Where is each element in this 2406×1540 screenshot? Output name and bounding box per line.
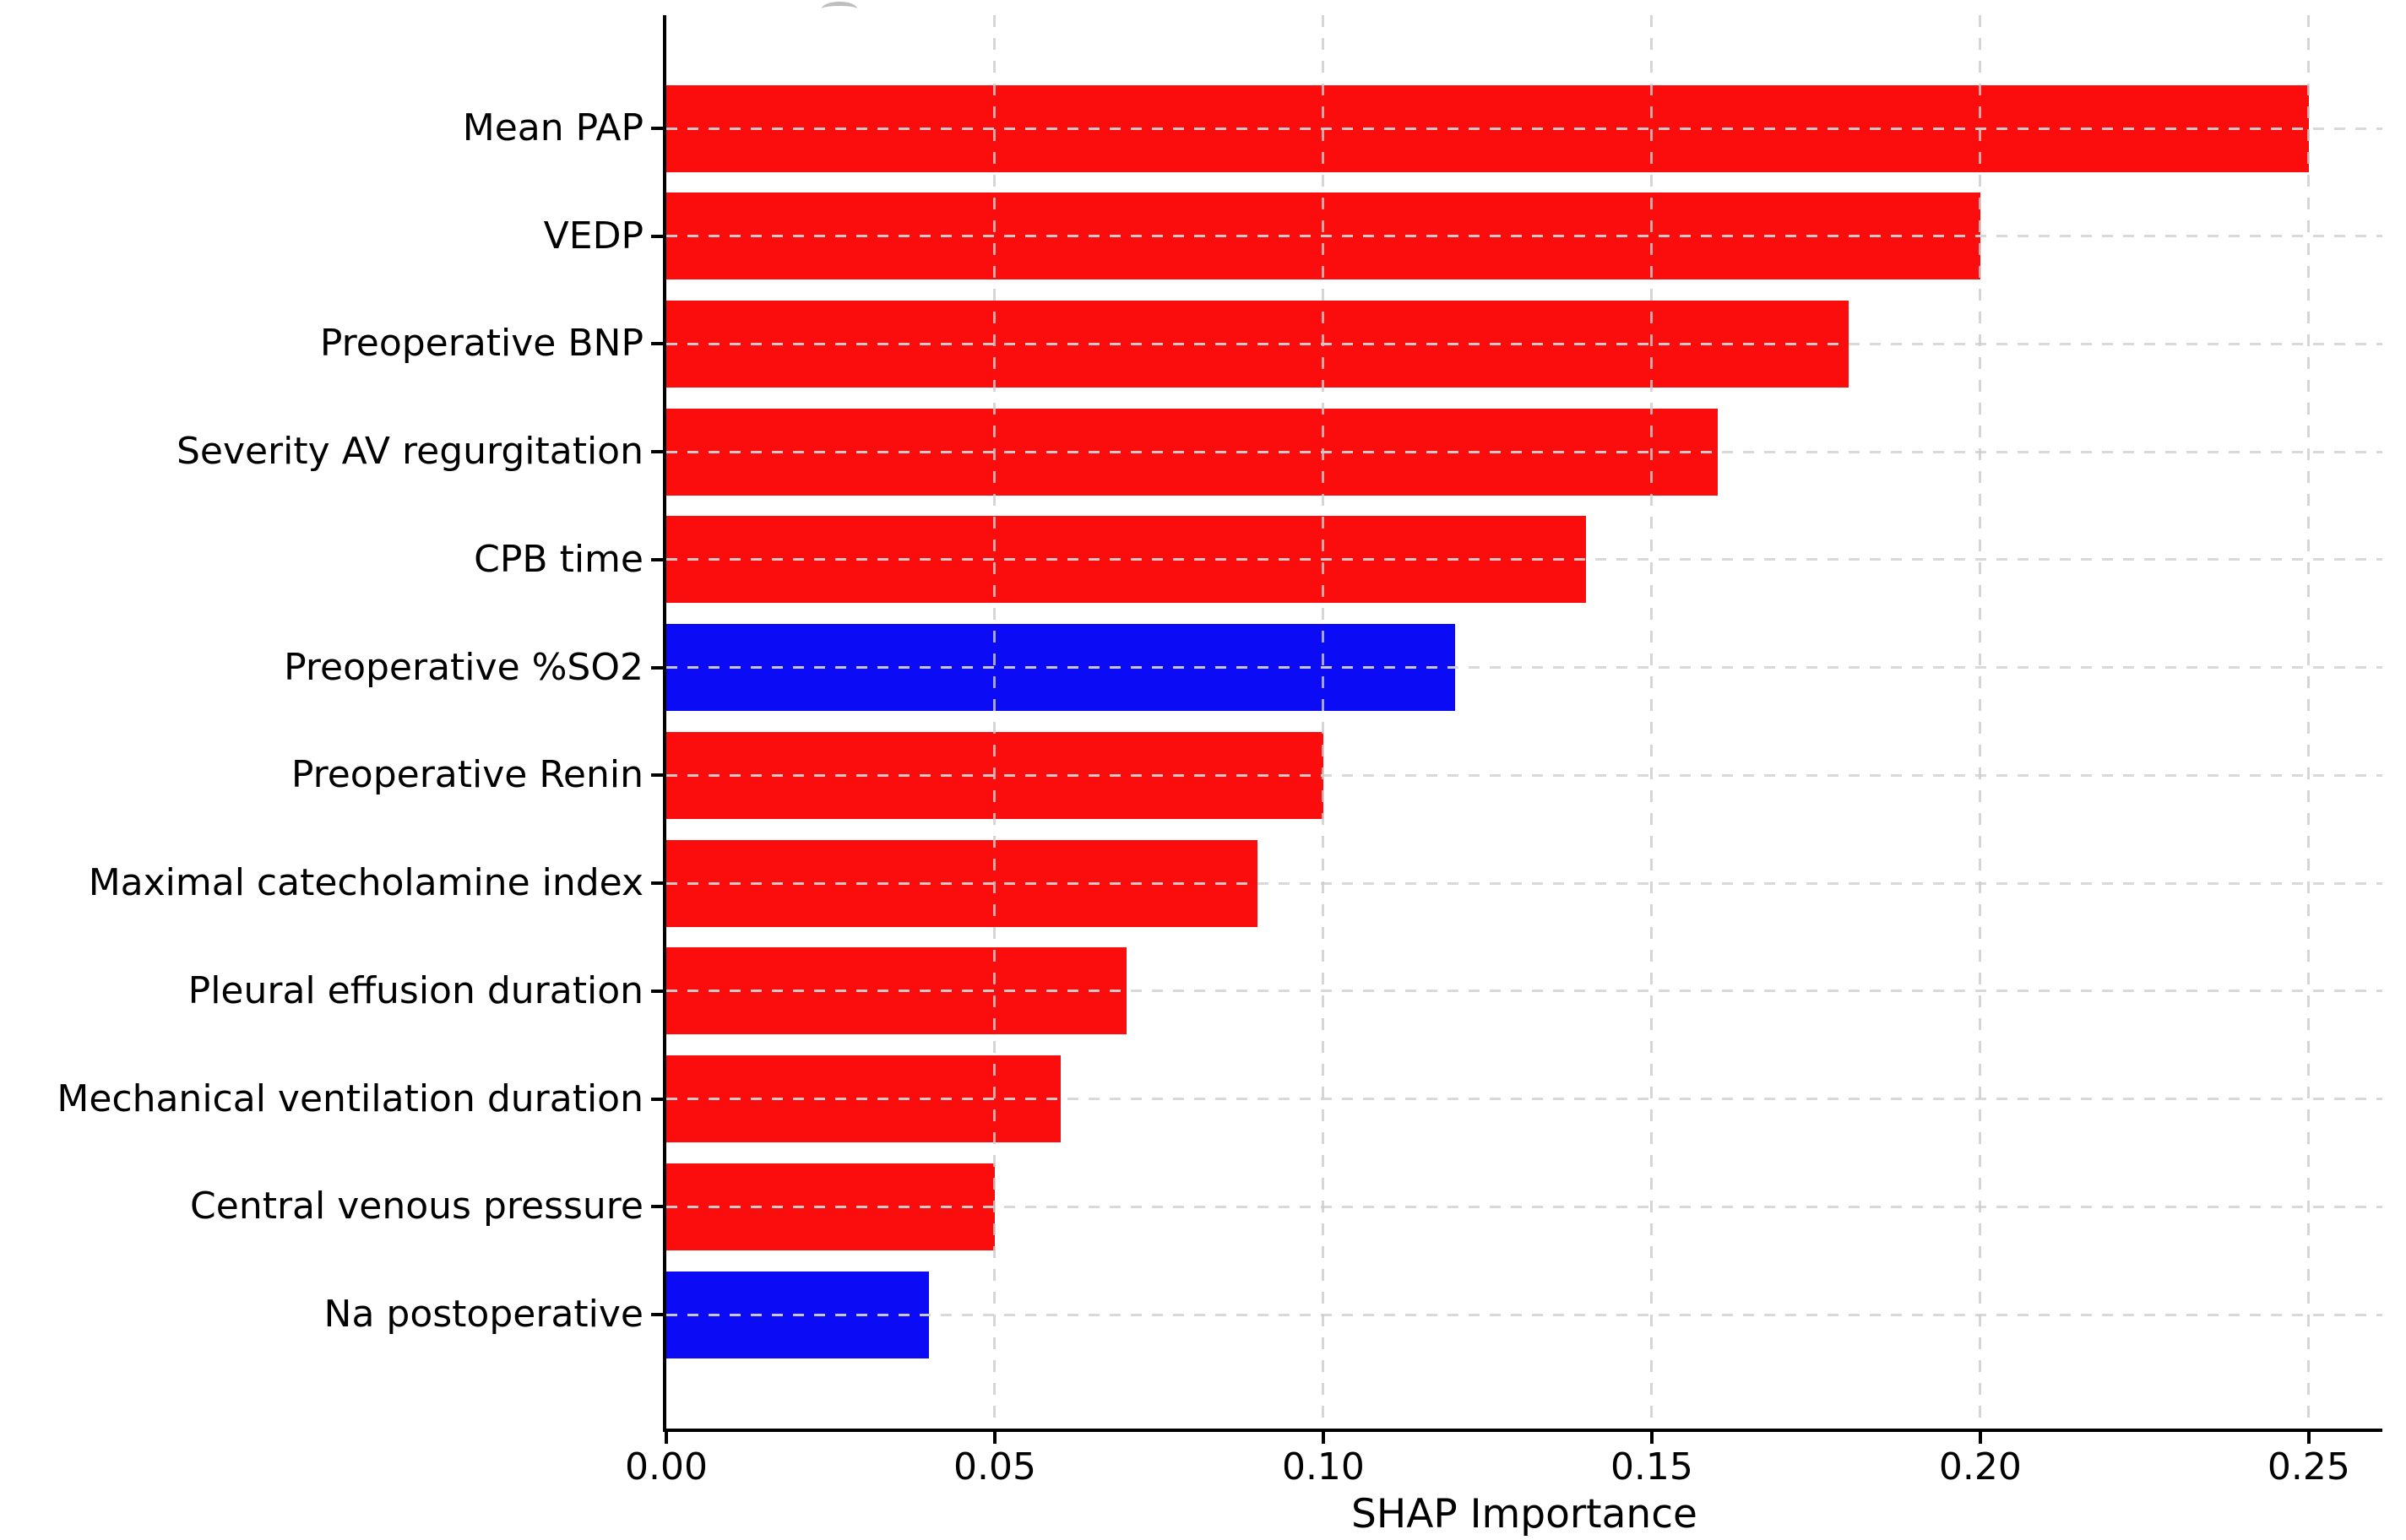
x-axis-spine [663,1429,2382,1432]
category-label: Mechanical ventilation duration [57,1076,644,1120]
category-label: Preoperative Renin [291,753,644,797]
vertical-gridline [2307,15,2311,1429]
cropped-title-artifact [822,2,857,16]
horizontal-gridline [666,1313,2382,1316]
y-axis-spine [663,15,666,1432]
y-tick-mark [651,1313,663,1317]
x-axis-label: SHAP Importance [1351,1491,1697,1537]
horizontal-gridline [666,1098,2382,1101]
x-tick-mark [1978,1432,1982,1444]
x-tick-mark [665,1432,668,1444]
x-tick-label: 0.20 [1938,1445,2022,1488]
y-tick-mark [651,557,663,561]
x-tick-label: 0.25 [2267,1445,2350,1488]
category-label: Pleural effusion duration [187,968,644,1012]
x-tick-mark [1649,1432,1654,1444]
horizontal-gridline [666,342,2382,345]
horizontal-gridline [666,558,2382,561]
horizontal-gridline [666,773,2382,777]
y-tick-mark [651,1097,663,1101]
x-tick-label: 0.15 [1610,1445,1693,1488]
plot-area [666,15,2382,1429]
y-tick-mark [651,881,663,886]
y-tick-mark [651,665,663,670]
horizontal-gridline [666,127,2382,130]
x-tick-label: 0.00 [625,1445,708,1488]
horizontal-gridline [666,881,2382,885]
vertical-gridline [1650,15,1654,1429]
category-label: Severity AV regurgitation [176,430,644,474]
y-tick-mark [651,450,663,454]
y-tick-mark [651,127,663,130]
y-tick-mark [651,1205,663,1209]
x-tick-label: 0.05 [953,1445,1036,1488]
category-label: Preoperative %SO2 [284,645,644,689]
category-label: Central venous pressure [190,1185,644,1228]
horizontal-gridline [666,666,2382,670]
category-label: Na postoperative [323,1293,644,1337]
y-tick-mark [651,234,663,238]
horizontal-gridline [666,235,2382,238]
vertical-gridline [1979,15,1982,1429]
horizontal-gridline [666,450,2382,453]
x-tick-mark [1321,1432,1325,1444]
x-tick-mark [992,1432,997,1444]
category-label: Maximal catecholamine index [88,861,644,905]
y-tick-mark [651,989,663,993]
y-tick-mark [651,342,663,346]
vertical-gridline [1322,15,1325,1429]
x-tick-label: 0.10 [1281,1445,1365,1488]
category-label: VEDP [543,214,644,258]
vertical-gridline [993,15,997,1429]
category-label: Mean PAP [462,106,644,149]
horizontal-gridline [666,990,2382,993]
y-tick-mark [651,773,663,778]
category-label: CPB time [474,537,644,581]
horizontal-gridline [666,1205,2382,1208]
x-tick-mark [2306,1432,2311,1444]
category-label: Preoperative BNP [319,322,644,366]
